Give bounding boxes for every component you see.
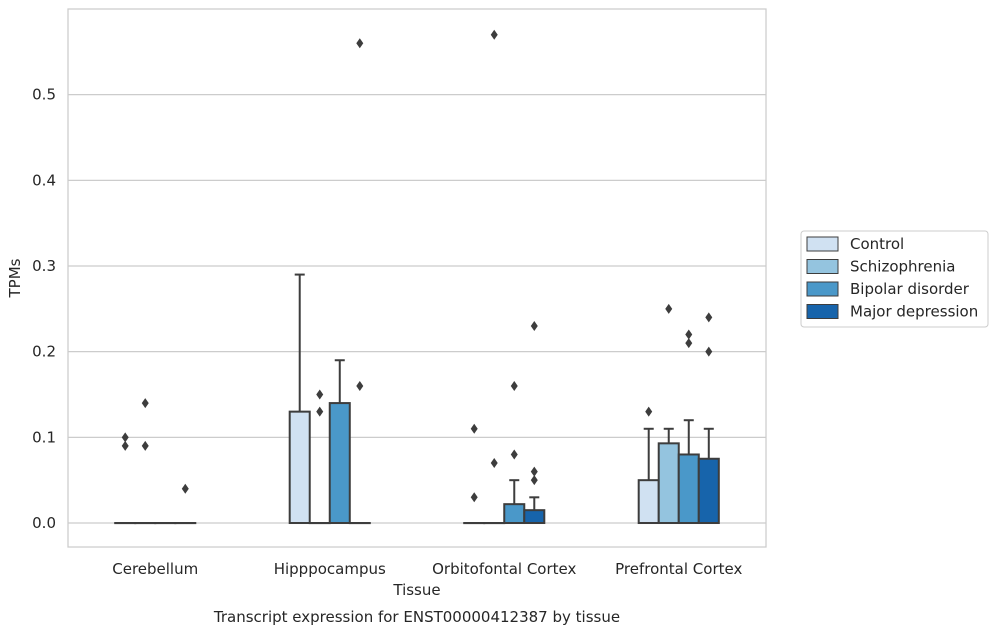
outlier-point bbox=[491, 30, 498, 40]
outlier-point bbox=[316, 390, 323, 400]
y-axis-label: TPMs bbox=[6, 258, 24, 298]
outlier-point bbox=[531, 321, 538, 331]
outlier-point bbox=[471, 492, 478, 502]
outlier-point bbox=[531, 475, 538, 485]
outlier-point bbox=[685, 330, 692, 340]
legend-label: Bipolar disorder bbox=[850, 280, 970, 298]
y-tick-label: 0.5 bbox=[32, 86, 56, 104]
box bbox=[699, 459, 719, 523]
y-tick-label: 0.1 bbox=[32, 428, 56, 446]
x-tick-label: Orbitofontal Cortex bbox=[432, 560, 576, 578]
chart-caption: Transcript expression for ENST0000041238… bbox=[213, 608, 620, 626]
x-tick-label: Cerebellum bbox=[112, 560, 198, 578]
legend-label: Major depression bbox=[850, 303, 978, 321]
outlier-point bbox=[122, 441, 129, 451]
box bbox=[504, 504, 524, 523]
y-tick-label: 0.2 bbox=[32, 343, 56, 361]
outlier-point bbox=[356, 381, 363, 391]
outlier-point bbox=[705, 312, 712, 322]
x-axis-label: Tissue bbox=[392, 581, 440, 599]
outlier-point bbox=[511, 449, 518, 459]
legend-swatch bbox=[807, 282, 838, 296]
box bbox=[639, 480, 659, 523]
y-tick-label: 0.4 bbox=[32, 171, 56, 189]
box bbox=[524, 510, 544, 523]
outlier-point bbox=[471, 424, 478, 434]
outlier-point bbox=[705, 347, 712, 357]
outlier-point bbox=[685, 338, 692, 348]
outlier-point bbox=[531, 467, 538, 477]
legend: Control Schizophrenia Bipolar disorder Majo… bbox=[801, 231, 988, 327]
outlier-point bbox=[665, 304, 672, 314]
outlier-point bbox=[491, 458, 498, 468]
boxes bbox=[115, 275, 719, 524]
outlier-point bbox=[316, 407, 323, 417]
x-tick-label: Hipppocampus bbox=[274, 560, 386, 578]
y-tick-labels: 0.0 0.1 0.2 0.3 0.4 0.5 bbox=[32, 86, 56, 532]
box bbox=[330, 403, 350, 523]
outlier-point bbox=[511, 381, 518, 391]
y-tick-label: 0.3 bbox=[32, 257, 56, 275]
y-tick-label: 0.0 bbox=[32, 514, 56, 532]
x-tick-labels: Cerebellum Hipppocampus Orbitofontal Corte… bbox=[112, 560, 742, 578]
box bbox=[659, 443, 679, 523]
x-tick-label: Prefrontal Cortex bbox=[615, 560, 742, 578]
legend-label: Schizophrenia bbox=[850, 258, 955, 276]
legend-label: Control bbox=[850, 235, 904, 253]
outlier-point bbox=[142, 398, 149, 408]
box bbox=[679, 454, 699, 523]
outlier-point bbox=[142, 441, 149, 451]
box bbox=[290, 412, 310, 523]
outlier-point bbox=[645, 407, 652, 417]
outlier-point bbox=[356, 38, 363, 48]
legend-swatch bbox=[807, 237, 838, 251]
outlier-point bbox=[182, 484, 189, 494]
legend-swatch bbox=[807, 260, 838, 274]
legend-swatch bbox=[807, 305, 838, 319]
outlier-point bbox=[122, 432, 129, 442]
